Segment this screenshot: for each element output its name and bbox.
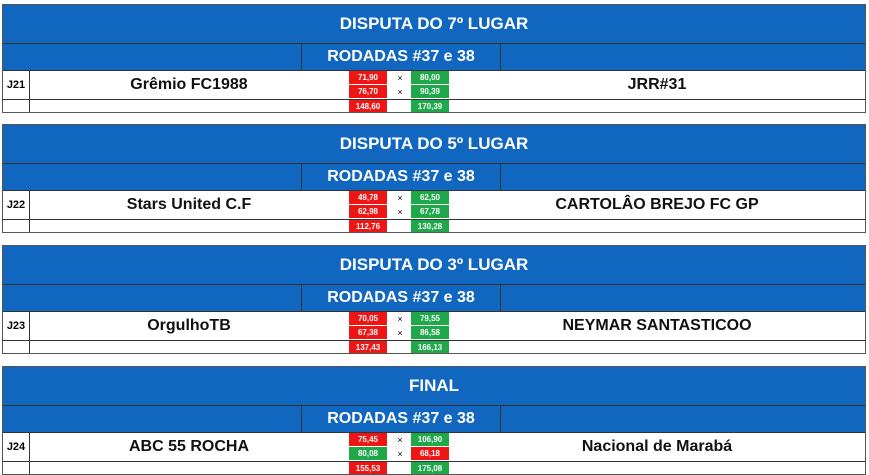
rounds-row: RODADAS #37 e 38 bbox=[3, 164, 865, 191]
empty-cell bbox=[3, 100, 30, 112]
match-block: FINAL RODADAS #37 e 38 J24 ABC 55 ROCHA … bbox=[2, 366, 866, 475]
away-score-2: 67,78 bbox=[411, 205, 449, 218]
home-team: ABC 55 ROCHA bbox=[128, 438, 249, 455]
versus-mark: × bbox=[397, 434, 403, 445]
rounds-label: RODADAS #37 e 38 bbox=[301, 164, 501, 190]
match-row: J22 Stars United C.F 49,78 62,98 × × 62,… bbox=[3, 191, 865, 220]
away-total: 130,28 bbox=[411, 220, 449, 232]
total-row: 148,60 170,39 bbox=[3, 100, 865, 112]
match-row: J23 OrgulhoTB 70,05 67,38 × × 79,55 86,5… bbox=[3, 312, 865, 341]
home-score-2: 67,38 bbox=[349, 326, 387, 339]
rounds-label: RODADAS #37 e 38 bbox=[301, 44, 501, 70]
match-block: DISPUTA DO 3º LUGAR RODADAS #37 e 38 J23… bbox=[2, 245, 866, 354]
home-total: 148,60 bbox=[349, 100, 387, 112]
rounds-row: RODADAS #37 e 38 bbox=[3, 406, 865, 433]
total-row: 137,43 166,13 bbox=[3, 341, 865, 353]
total-row: 155,53 175,08 bbox=[3, 462, 865, 474]
home-score-1: 49,78 bbox=[349, 191, 387, 204]
away-team: CARTOLÂO BREJO FC GP bbox=[555, 196, 759, 213]
match-block: DISPUTA DO 7º LUGAR RODADAS #37 e 38 J21… bbox=[2, 4, 866, 113]
away-score-1: 79,55 bbox=[411, 312, 449, 325]
match-id: J24 bbox=[3, 433, 30, 461]
versus-mark: × bbox=[397, 448, 403, 459]
versus-mark: × bbox=[397, 327, 403, 338]
block-title: DISPUTA DO 5º LUGAR bbox=[3, 125, 865, 164]
away-score-2: 68,18 bbox=[411, 447, 449, 460]
home-team: Stars United C.F bbox=[126, 196, 252, 213]
rounds-label: RODADAS #37 e 38 bbox=[301, 406, 501, 432]
away-score-2: 90,39 bbox=[411, 85, 449, 98]
home-score-1: 75,45 bbox=[349, 433, 387, 446]
away-total: 166,13 bbox=[411, 341, 449, 353]
total-row: 112,76 130,28 bbox=[3, 220, 865, 232]
empty-cell bbox=[3, 462, 30, 474]
versus-mark: × bbox=[397, 206, 403, 217]
empty-cell bbox=[3, 341, 30, 353]
versus-mark: × bbox=[397, 72, 403, 83]
home-team: Grêmio FC1988 bbox=[130, 76, 248, 93]
rounds-label: RODADAS #37 e 38 bbox=[301, 285, 501, 311]
rounds-row: RODADAS #37 e 38 bbox=[3, 44, 865, 71]
home-score-2: 76,70 bbox=[349, 85, 387, 98]
home-total: 137,43 bbox=[349, 341, 387, 353]
match-id: J21 bbox=[3, 71, 30, 99]
away-total: 170,39 bbox=[411, 100, 449, 112]
match-block: DISPUTA DO 5º LUGAR RODADAS #37 e 38 J22… bbox=[2, 124, 866, 233]
empty-cell bbox=[3, 220, 30, 232]
away-team: JRR#31 bbox=[627, 76, 687, 93]
home-score-1: 70,05 bbox=[349, 312, 387, 325]
home-team: OrgulhoTB bbox=[147, 317, 231, 334]
home-score-2: 80,08 bbox=[349, 447, 387, 460]
match-id: J22 bbox=[3, 191, 30, 219]
match-row: J24 ABC 55 ROCHA 75,45 80,08 × × 106,90 … bbox=[3, 433, 865, 462]
home-total: 112,76 bbox=[349, 220, 387, 232]
away-score-1: 106,90 bbox=[411, 433, 449, 446]
versus-mark: × bbox=[397, 86, 403, 97]
home-score-2: 62,98 bbox=[349, 205, 387, 218]
match-id: J23 bbox=[3, 312, 30, 340]
away-total: 175,08 bbox=[411, 462, 449, 474]
versus-mark: × bbox=[397, 313, 403, 324]
home-total: 155,53 bbox=[349, 462, 387, 474]
home-score-1: 71,90 bbox=[349, 71, 387, 84]
block-title: FINAL bbox=[3, 367, 865, 406]
away-team: Nacional de Marabá bbox=[581, 438, 733, 455]
away-score-1: 62,50 bbox=[411, 191, 449, 204]
away-score-2: 86,58 bbox=[411, 326, 449, 339]
match-row: J21 Grêmio FC1988 71,90 76,70 × × 80,00 … bbox=[3, 71, 865, 100]
away-team: NEYMAR SANTASTICOO bbox=[562, 317, 752, 334]
rounds-row: RODADAS #37 e 38 bbox=[3, 285, 865, 312]
block-title: DISPUTA DO 7º LUGAR bbox=[3, 5, 865, 44]
block-title: DISPUTA DO 3º LUGAR bbox=[3, 246, 865, 285]
versus-mark: × bbox=[397, 192, 403, 203]
away-score-1: 80,00 bbox=[411, 71, 449, 84]
